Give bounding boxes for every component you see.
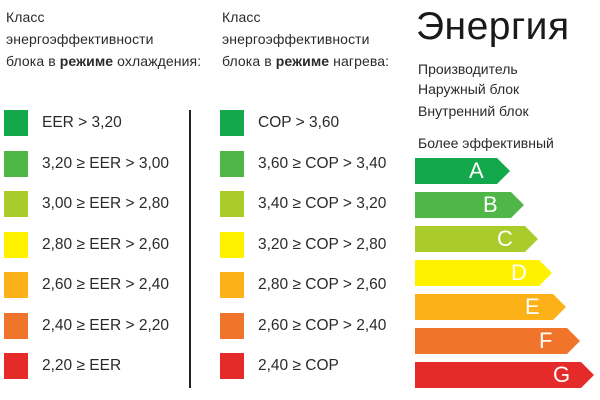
cooling-class-row-label: 2,80 ≥ EER > 2,60 [42, 235, 169, 253]
energy-arrow-shape [415, 260, 552, 286]
energy-label-panel: Энергия Производитель Наружный блок Внут… [412, 0, 600, 400]
heating-class-header: Класс энергоэффективности блока в режиме… [222, 6, 389, 72]
energy-arrow-shape [415, 158, 510, 184]
heating-class-row-label: 3,40 ≥ COP > 3,20 [258, 195, 387, 212]
cooling-class-row-label: 3,00 ≥ EER > 2,80 [42, 195, 169, 212]
energy-arrow-polygon [415, 260, 552, 286]
energy-arrow-polygon [415, 294, 566, 320]
heating-header-prefix: блока в [222, 53, 276, 69]
energy-class-letter: A [469, 158, 484, 183]
heating-header-bold: режиме [275, 53, 330, 69]
heating-class-color-swatch [220, 353, 244, 379]
cooling-header-bold: режиме [59, 53, 114, 69]
cooling-class-row-label: EER > 3,20 [42, 114, 122, 131]
heating-class-color-swatch [220, 231, 244, 258]
cooling-class-row-label: 2,20 ≥ EER [42, 357, 122, 374]
cooling-header-line1: Класс [6, 9, 45, 25]
energy-class-c-arrow: C [415, 226, 538, 252]
energy-class-a-arrow: A [415, 158, 510, 184]
heating-class-row-label: 2,60 ≥ COP > 2,40 [258, 316, 387, 334]
cooling-class-color-swatch [4, 110, 28, 136]
energy-class-b-arrow: B [415, 192, 524, 218]
energy-arrow-shape [415, 362, 594, 388]
heating-class-color-swatch [220, 150, 244, 177]
energy-arrow-shape [415, 226, 538, 252]
cooling-header-prefix: блока в [6, 53, 60, 69]
energy-class-d-arrow: D [415, 260, 552, 286]
heating-class-row-label: 3,20 ≥ COP > 2,80 [258, 235, 387, 253]
cooling-header-suffix: охлаждения: [113, 53, 202, 69]
energy-arrow-polygon [415, 328, 580, 354]
cooling-class-color-swatch [4, 353, 28, 379]
heating-header-line3: блока в режиме нагрева: [222, 50, 389, 72]
cooling-header-line3: блока в режиме охлаждения: [6, 50, 201, 72]
cooling-class-color-swatch [4, 272, 28, 298]
cooling-class-color-swatch [4, 191, 28, 217]
heating-class-row-label: 2,40 ≥ COP [258, 357, 339, 374]
cooling-class-color-swatch [4, 150, 28, 177]
heating-header-line1: Класс [222, 9, 261, 25]
cooling-class-color-swatch [4, 231, 28, 258]
heating-class-row-label: COP > 3,60 [258, 114, 340, 131]
energy-arrow-polygon [415, 192, 524, 218]
cooling-class-row-label: 2,40 ≥ EER > 2,20 [42, 316, 169, 334]
energy-class-letter: C [497, 226, 513, 251]
column-divider [189, 110, 191, 388]
energy-arrow-polygon [415, 158, 510, 184]
heating-header-line2: энергоэффективности [222, 31, 370, 47]
heating-class-color-swatch [220, 110, 244, 136]
manufacturer-label: Производитель [418, 61, 518, 77]
energy-class-f-arrow: F [415, 328, 580, 354]
energy-class-letter: E [525, 294, 540, 319]
energy-arrow-shape [415, 294, 566, 320]
energy-arrow-polygon [415, 226, 538, 252]
heating-header-suffix: нагрева: [329, 53, 390, 69]
cooling-class-row-label: 2,60 ≥ EER > 2,40 [42, 276, 169, 293]
heating-class-color-swatch [220, 272, 244, 298]
heating-class-color-swatch [220, 312, 244, 339]
energy-title: Энергия [416, 5, 570, 48]
energy-arrow-shape [415, 328, 580, 354]
energy-class-letter: F [539, 328, 553, 353]
cooling-header-line2: энергоэффективности [6, 31, 154, 47]
energy-class-letter: B [483, 192, 498, 217]
indoor-unit-label: Внутренний блок [418, 103, 529, 119]
energy-class-e-arrow: E [415, 294, 566, 320]
energy-arrow-polygon [415, 362, 594, 388]
heating-class-row-label: 2,80 ≥ COP > 2,60 [258, 276, 387, 293]
more-efficient-label: Более эффективный [418, 135, 554, 151]
energy-class-g-arrow: G [415, 362, 594, 388]
cooling-class-color-swatch [4, 312, 28, 339]
energy-arrow-shape [415, 192, 524, 218]
energy-class-letter: D [511, 260, 527, 285]
cooling-class-header: Класс энергоэффективности блока в режиме… [6, 6, 201, 72]
energy-class-letter: G [553, 362, 571, 387]
cooling-class-row-label: 3,20 ≥ EER > 3,00 [42, 154, 169, 172]
heating-class-color-swatch [220, 191, 244, 217]
outdoor-unit-label: Наружный блок [418, 81, 520, 97]
heating-class-row-label: 3,60 ≥ COP > 3,40 [258, 154, 387, 172]
